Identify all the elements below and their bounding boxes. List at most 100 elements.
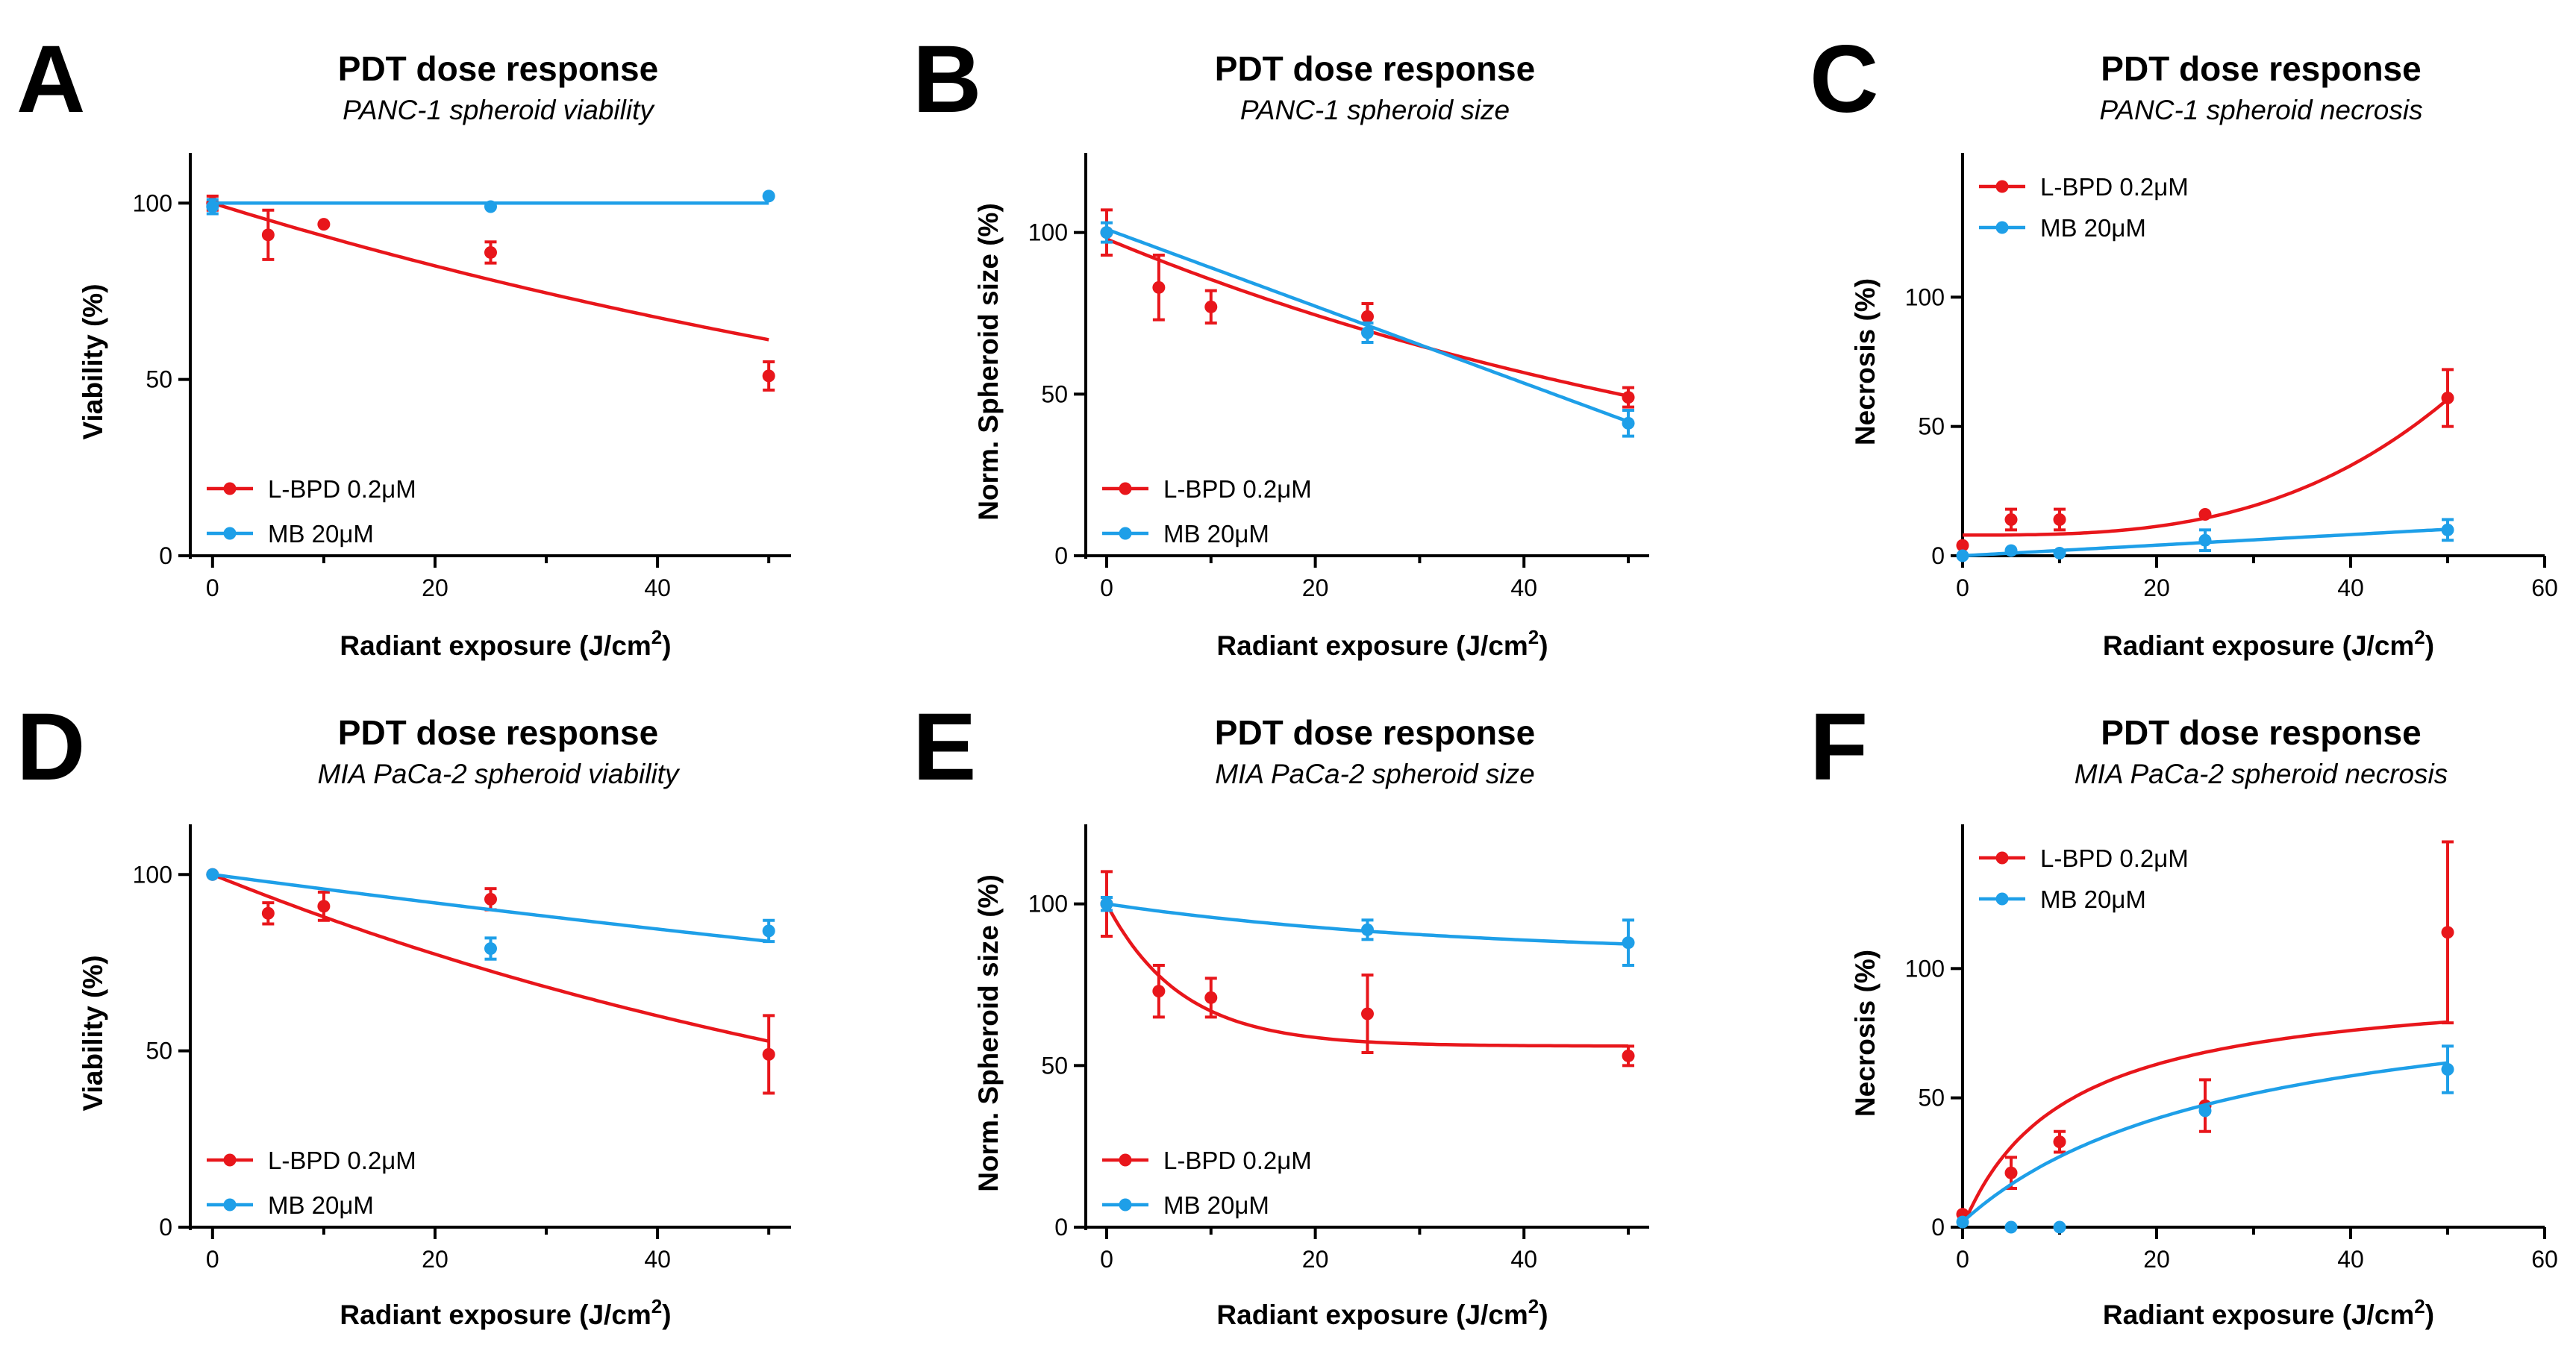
data-point bbox=[2199, 508, 2212, 521]
x-axis-label-close: ) bbox=[2425, 1300, 2434, 1330]
legend-marker bbox=[1119, 1154, 1132, 1167]
x-tick-label: 60 bbox=[2531, 574, 2558, 601]
x-tick-label: 20 bbox=[1302, 574, 1329, 601]
legend-marker bbox=[1996, 222, 2009, 234]
x-tick-label: 40 bbox=[2337, 1246, 2364, 1273]
x-tick-label: 20 bbox=[2143, 574, 2170, 601]
data-point bbox=[1361, 327, 1374, 339]
x-tick-label: 20 bbox=[1302, 1246, 1329, 1273]
x-tick-label: 0 bbox=[1100, 1246, 1113, 1273]
figure: A PDT dose responsePANC-1 spheroid viabil… bbox=[0, 0, 2576, 1351]
y-tick-label: 100 bbox=[133, 189, 172, 216]
x-axis-label: Radiant exposure (J/cm2) bbox=[1216, 626, 1548, 661]
data-point bbox=[2054, 1221, 2066, 1234]
y-tick-label: 0 bbox=[1931, 1214, 1945, 1241]
x-axis-label-close: ) bbox=[662, 630, 671, 661]
legend-label: L-BPD 0.2μM bbox=[268, 1147, 416, 1174]
data-point bbox=[763, 369, 775, 382]
data-point bbox=[2054, 513, 2066, 526]
x-tick-label: 0 bbox=[206, 1246, 219, 1273]
data-point bbox=[1622, 391, 1635, 404]
x-axis-label-text: Radiant exposure (J/cm bbox=[340, 630, 651, 661]
legend-marker bbox=[1119, 1199, 1132, 1211]
panel-letter: F bbox=[1810, 694, 1868, 800]
y-tick-label: 0 bbox=[1931, 542, 1945, 569]
data-point bbox=[2005, 1221, 2018, 1234]
data-point bbox=[317, 218, 330, 231]
x-tick-label: 0 bbox=[1956, 574, 1969, 601]
x-axis-label-text: Radiant exposure (J/cm bbox=[2103, 1300, 2414, 1330]
chart-title: PDT dose response bbox=[2101, 713, 2421, 752]
x-axis-label: Radiant exposure (J/cm2) bbox=[340, 1295, 671, 1330]
x-axis-label-close: ) bbox=[662, 1300, 671, 1330]
fit-curve bbox=[213, 203, 769, 339]
data-point bbox=[484, 893, 497, 906]
series-lbpd: L-BPD 0.2μM bbox=[1957, 841, 2454, 1227]
panel-letter: E bbox=[913, 694, 976, 800]
legend-label: L-BPD 0.2μM bbox=[2040, 173, 2189, 201]
panel-letter: C bbox=[1810, 26, 1878, 133]
data-point bbox=[2199, 1105, 2212, 1118]
y-tick-label: 0 bbox=[1054, 542, 1068, 569]
x-tick-label: 20 bbox=[422, 574, 448, 601]
data-point bbox=[763, 189, 775, 202]
data-point bbox=[2442, 392, 2454, 404]
x-axis-label-sup: 2 bbox=[2414, 626, 2425, 648]
y-tick-label: 0 bbox=[159, 542, 172, 569]
legend-marker bbox=[1119, 527, 1132, 540]
data-point bbox=[1361, 1008, 1374, 1021]
data-point bbox=[484, 942, 497, 955]
legend-label: MB 20μM bbox=[268, 520, 374, 548]
legend-marker bbox=[1996, 852, 2009, 865]
data-point bbox=[2054, 1135, 2066, 1148]
chart-subtitle: MIA PaCa-2 spheroid necrosis bbox=[2075, 759, 2448, 789]
data-point bbox=[2199, 534, 2212, 547]
chart-panel-b: B PDT dose responsePANC-1 spheroid size05… bbox=[913, 26, 1649, 661]
y-tick-label: 100 bbox=[1028, 891, 1068, 918]
data-point bbox=[2442, 1063, 2454, 1076]
data-point bbox=[1622, 1050, 1635, 1062]
data-point bbox=[206, 201, 219, 213]
x-tick-label: 0 bbox=[1100, 574, 1113, 601]
legend-label: MB 20μM bbox=[2040, 885, 2146, 913]
chart-subtitle: MIA PaCa-2 spheroid viability bbox=[318, 759, 681, 789]
y-tick-label: 100 bbox=[1028, 219, 1068, 246]
x-axis-label: Radiant exposure (J/cm2) bbox=[1216, 1295, 1548, 1330]
data-point bbox=[1361, 924, 1374, 936]
chart-subtitle: PANC-1 spheroid size bbox=[1240, 95, 1510, 125]
x-axis-label-close: ) bbox=[1539, 630, 1548, 661]
x-axis-label-sup: 2 bbox=[1528, 1295, 1539, 1317]
series-lbpd: L-BPD 0.2μM bbox=[206, 868, 775, 1174]
y-tick-label: 0 bbox=[1054, 1214, 1068, 1241]
x-axis-label: Radiant exposure (J/cm2) bbox=[2103, 626, 2434, 661]
y-tick-label: 50 bbox=[146, 1038, 172, 1065]
series-lbpd: L-BPD 0.2μM bbox=[1100, 210, 1634, 503]
series-lbpd: L-BPD 0.2μM bbox=[206, 196, 775, 503]
data-point bbox=[763, 1048, 775, 1061]
x-tick-label: 0 bbox=[206, 574, 219, 601]
x-axis-label: Radiant exposure (J/cm2) bbox=[2103, 1295, 2434, 1330]
chart-panel-a: A PDT dose response PANC-1 spheroid viabil… bbox=[16, 26, 791, 661]
data-point bbox=[2054, 547, 2066, 559]
x-axis-label-sup: 2 bbox=[2414, 1295, 2425, 1317]
chart-subtitle: PANC-1 spheroid viability bbox=[343, 95, 655, 125]
data-point bbox=[484, 201, 497, 213]
y-tick-label: 100 bbox=[1905, 283, 1945, 310]
x-axis-label-text: Radiant exposure (J/cm bbox=[2103, 630, 2414, 661]
x-tick-label: 40 bbox=[1510, 1246, 1537, 1273]
y-tick-label: 50 bbox=[1041, 380, 1068, 407]
legend-marker bbox=[1996, 893, 2009, 906]
y-tick-label: 50 bbox=[1041, 1052, 1068, 1079]
y-axis-label: Necrosis (%) bbox=[1850, 278, 1881, 445]
x-axis-label: Radiant exposure (J/cm2) bbox=[340, 626, 671, 661]
x-tick-label: 40 bbox=[644, 1246, 671, 1273]
y-axis-label: Norm. Spheroid size (%) bbox=[973, 874, 1004, 1192]
y-axis-label: Viability (%) bbox=[78, 955, 108, 1111]
data-point bbox=[2005, 513, 2018, 526]
x-tick-label: 20 bbox=[2143, 1246, 2170, 1273]
y-tick-label: 0 bbox=[159, 1214, 172, 1241]
y-tick-label: 100 bbox=[133, 861, 172, 888]
chart-subtitle: MIA PaCa-2 spheroid size bbox=[1215, 759, 1534, 789]
y-tick-label: 50 bbox=[1918, 413, 1945, 440]
chart-title: PDT dose response bbox=[1215, 49, 1535, 88]
